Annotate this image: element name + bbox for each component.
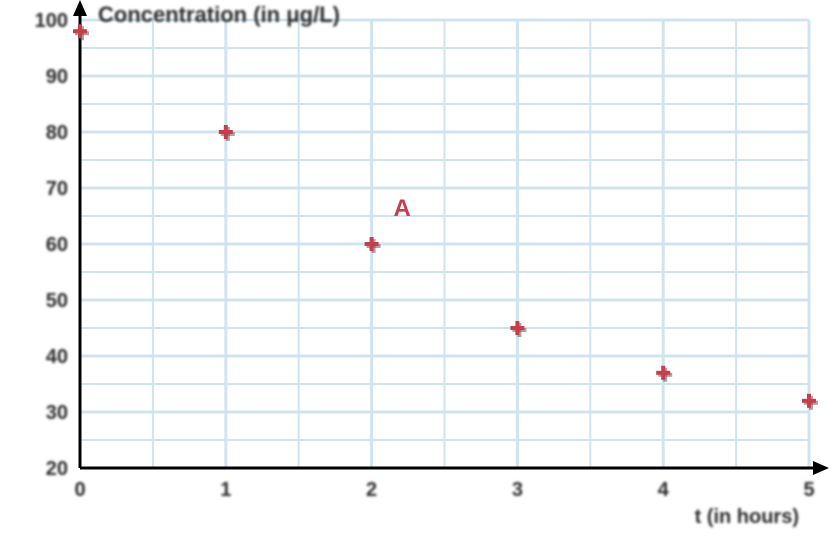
x-axis-title: t (in hours) [695,506,799,528]
x-tick-label: 3 [512,479,523,501]
x-tick-label: 5 [803,479,814,501]
y-tick-label: 60 [46,234,68,256]
concentration-scatter-chart: 20 30 40 50 60 70 80 90 100 0 1 2 3 4 5 Concentration (… [0,0,839,538]
y-axis-title: Concentration (in μg/L) [98,2,340,27]
x-tick-label: 4 [658,479,670,501]
y-tick-label: 80 [46,122,68,144]
x-tick-label: 1 [220,479,231,501]
x-tick-label: 0 [74,479,85,501]
annotation-label: A [393,195,410,222]
y-tick-label: 20 [46,458,68,480]
y-tick-label: 90 [46,66,68,88]
y-tick-label: 40 [46,346,68,368]
chart-container: 20 30 40 50 60 70 80 90 100 0 1 2 3 4 5 Concentration (… [0,0,839,538]
y-tick-label: 70 [46,178,68,200]
y-tick-label: 30 [46,402,68,424]
x-tick-label: 2 [366,479,377,501]
y-tick-label: 50 [46,290,68,312]
y-tick-label: 100 [35,10,68,32]
